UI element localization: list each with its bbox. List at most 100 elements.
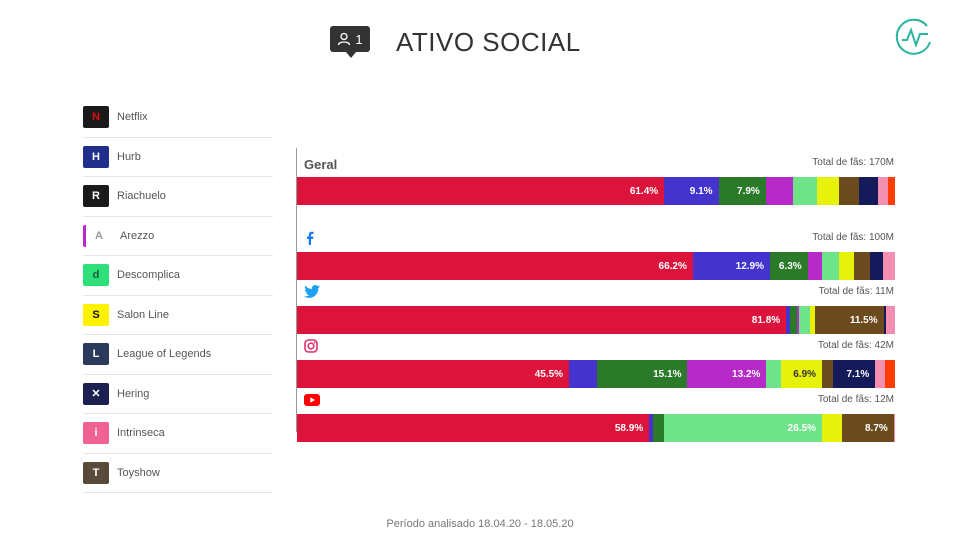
bar-segment[interactable]	[853, 252, 870, 280]
bar-segment[interactable]	[841, 414, 894, 442]
bar-segment[interactable]	[822, 414, 842, 442]
bar-segment[interactable]	[869, 252, 884, 280]
bar-segment[interactable]	[297, 306, 787, 334]
brand-name: Salon Line	[117, 308, 169, 321]
row-total-facebook: Total de fãs: 100M	[812, 232, 894, 243]
brand-item[interactable]: S Salon Line	[83, 296, 273, 335]
bar-segment[interactable]	[858, 177, 878, 205]
data-label: 13.2%	[732, 368, 761, 380]
bar-segment[interactable]	[883, 252, 895, 280]
bar-segment[interactable]	[765, 177, 793, 205]
bar-geral[interactable]: 61.4% 9.1% 7.9%	[297, 177, 895, 205]
bar-segment[interactable]	[883, 306, 887, 334]
bar-segment[interactable]	[838, 252, 854, 280]
brand-item[interactable]: H Hurb	[83, 138, 273, 177]
data-label: 8.7%	[864, 422, 888, 434]
row-total-instagram: Total de fãs: 42M	[817, 340, 894, 351]
data-label: 6.9%	[793, 368, 817, 380]
bar-segment[interactable]	[796, 306, 800, 334]
brand-list: N Netflix H Hurb R Riachuelo A Arezzo d Descompli…	[83, 98, 273, 493]
app-logo-icon[interactable]	[893, 16, 935, 58]
row-total-twitter: Total de fãs: 11M	[818, 286, 894, 297]
bar-facebook[interactable]: 66.2% 12.9% 6.3%	[297, 252, 895, 280]
data-label: 45.5%	[534, 368, 564, 380]
data-label: 58.9%	[614, 422, 644, 434]
brand-name: Hering	[117, 387, 150, 400]
bar-segment[interactable]	[692, 252, 771, 280]
data-label: 26.5%	[787, 422, 817, 434]
bar-segment[interactable]	[569, 360, 598, 388]
brand-item[interactable]: L League of Legends	[83, 335, 273, 375]
user-count: 1	[355, 31, 363, 47]
user-count-badge[interactable]: 1	[330, 26, 370, 58]
facebook-icon	[304, 231, 316, 250]
bar-segment[interactable]	[807, 252, 823, 280]
row-label-geral: Geral	[304, 157, 338, 172]
bar-segment[interactable]	[664, 177, 719, 205]
bar-segment[interactable]	[297, 414, 650, 442]
bar-segment[interactable]	[838, 177, 859, 205]
row-total-geral: Total de fãs: 170M	[812, 157, 894, 168]
bar-segment[interactable]	[770, 252, 808, 280]
bar-segment[interactable]	[875, 360, 885, 388]
bar-segment[interactable]	[893, 414, 895, 442]
brand-name: Hurb	[117, 150, 141, 163]
data-label: 81.8%	[751, 314, 781, 326]
youtube-icon	[304, 393, 320, 411]
bar-segment[interactable]	[718, 177, 766, 205]
bar-segment[interactable]	[597, 360, 688, 388]
brand-item[interactable]: d Descomplica	[83, 256, 273, 296]
data-label: 61.4%	[629, 185, 659, 197]
bar-segment[interactable]	[653, 414, 664, 442]
bar-segment[interactable]	[663, 414, 823, 442]
bar-segment[interactable]	[816, 177, 839, 205]
brand-item[interactable]: ✕ Hering	[83, 375, 273, 414]
bar-segment[interactable]	[297, 360, 570, 388]
twitter-icon	[304, 285, 320, 303]
bar-segment[interactable]	[877, 177, 889, 205]
bar-segment[interactable]	[297, 177, 665, 205]
brand-item[interactable]: N Netflix	[83, 98, 273, 138]
data-label: 15.1%	[653, 368, 682, 380]
brand-name: Intrinseca	[117, 427, 165, 440]
bar-segment[interactable]	[786, 306, 790, 334]
brand-item[interactable]: i Intrinseca	[83, 414, 273, 454]
bar-segment[interactable]	[822, 360, 833, 388]
brand-logo-icon: L	[83, 343, 109, 366]
bar-segment[interactable]	[888, 177, 895, 205]
data-label: 66.2%	[658, 260, 687, 272]
brand-name: Riachuelo	[117, 190, 166, 203]
bar-youtube[interactable]: 58.9% 26.5% 8.7%	[297, 414, 895, 442]
bar-segment[interactable]	[649, 414, 654, 442]
bar-segment[interactable]	[780, 360, 823, 388]
bar-segment[interactable]	[886, 306, 895, 334]
bar-segment[interactable]	[814, 306, 884, 334]
brand-logo-icon: R	[83, 185, 109, 208]
brand-name: League of Legends	[117, 348, 212, 361]
bar-segment[interactable]	[799, 306, 811, 334]
bar-segment[interactable]	[810, 306, 815, 334]
data-label: 6.3%	[778, 260, 802, 272]
brand-logo-icon: d	[83, 264, 109, 287]
brand-name: Netflix	[117, 111, 148, 124]
brand-logo-icon: S	[83, 303, 109, 326]
bar-segment[interactable]	[822, 252, 839, 280]
page-title: ATIVO SOCIAL	[396, 27, 581, 57]
data-label: 11.5%	[849, 314, 878, 326]
brand-name: Arezzo	[120, 229, 155, 242]
bar-instagram[interactable]: 45.5% 15.1% 13.2% 6.9% 7.1%	[297, 360, 895, 388]
bar-segment[interactable]	[687, 360, 767, 388]
bar-segment[interactable]	[789, 306, 797, 334]
data-label: 9.1%	[689, 185, 713, 197]
brand-logo-icon: A	[83, 224, 112, 247]
bar-segment[interactable]	[832, 360, 876, 388]
bar-segment[interactable]	[766, 360, 781, 388]
bar-twitter[interactable]: 81.8% 11.5%	[297, 306, 895, 334]
brand-item[interactable]: T Toyshow	[83, 454, 273, 493]
brand-item[interactable]: A Arezzo	[83, 217, 273, 256]
bar-segment[interactable]	[884, 360, 895, 388]
data-label: 12.9%	[735, 260, 765, 272]
brand-item[interactable]: R Riachuelo	[83, 177, 273, 217]
bar-segment[interactable]	[792, 177, 817, 205]
bar-segment[interactable]	[297, 252, 693, 280]
